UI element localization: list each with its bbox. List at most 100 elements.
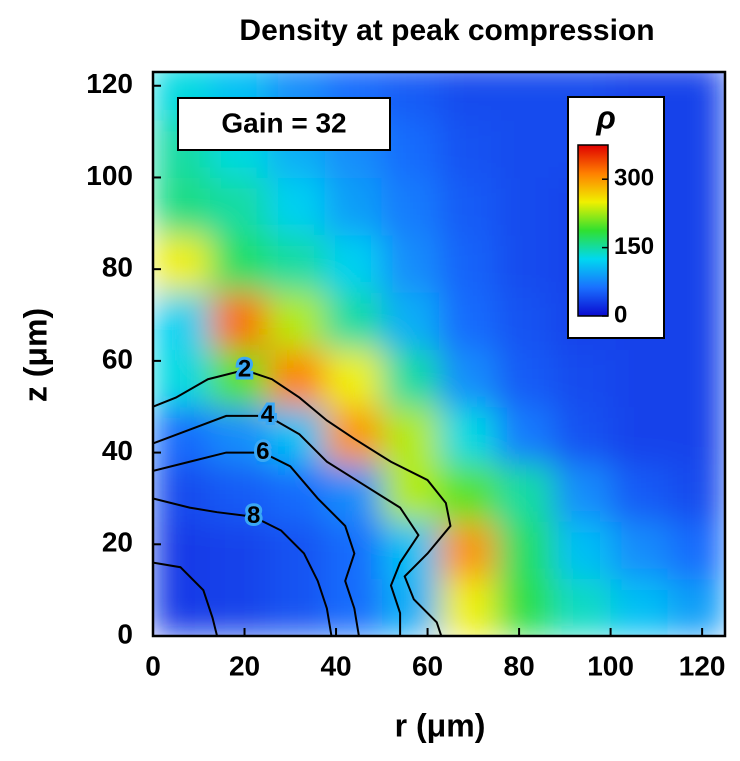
density-cell [439, 349, 497, 408]
density-cell [439, 72, 497, 121]
density-cell [267, 292, 326, 350]
density-cell [381, 349, 440, 408]
density-cell [667, 234, 725, 293]
y-tick-label: 60 [102, 343, 133, 374]
density-cell [667, 578, 725, 636]
density-cell [153, 578, 211, 636]
density-cell [324, 177, 383, 236]
x-tick-label: 20 [229, 650, 260, 681]
x-tick-label: 0 [145, 650, 161, 681]
contour-label: 2 [238, 355, 251, 382]
density-cell [439, 292, 497, 350]
density-cell [324, 349, 383, 408]
density-cell [324, 292, 383, 350]
y-tick-label: 80 [102, 252, 133, 283]
density-cell [439, 234, 497, 293]
y-tick-label: 20 [102, 527, 133, 558]
density-cell [381, 177, 440, 236]
colorbar [577, 144, 609, 317]
density-cell [381, 464, 440, 522]
density-cell [496, 177, 554, 236]
density-cell [381, 578, 440, 636]
density-cell [610, 521, 669, 580]
density-cell [553, 406, 612, 465]
density-cell [381, 120, 440, 178]
colorbar-tick-label: 300 [614, 165, 654, 192]
density-cell [381, 234, 440, 293]
y-axis-label: z (μm) [17, 308, 53, 402]
density-cell [610, 349, 669, 408]
density-cell [667, 464, 725, 522]
y-tick-label: 120 [86, 68, 133, 99]
x-tick-label: 80 [504, 650, 535, 681]
density-cell [153, 521, 211, 580]
density-cell [667, 72, 725, 121]
colorbar-tick-label: 150 [614, 233, 654, 260]
density-cell [267, 349, 326, 408]
density-cell [496, 464, 554, 522]
contour-line [153, 451, 360, 636]
contour-label: 4 [261, 401, 275, 428]
density-cell [496, 406, 554, 465]
density-cell [153, 234, 211, 293]
density-cell [267, 406, 326, 465]
density-cell [439, 406, 497, 465]
density-cell [210, 578, 268, 636]
density-cell [496, 521, 554, 580]
chart-title: Density at peak compression [239, 14, 654, 47]
density-cell [553, 578, 612, 636]
density-cell [610, 464, 669, 522]
density-cell [153, 464, 211, 522]
density-cell [381, 406, 440, 465]
x-tick-label: 120 [679, 650, 726, 681]
density-cell [324, 234, 383, 293]
density-cell [667, 292, 725, 350]
density-cell [210, 349, 268, 408]
annotation: Gain = 32 [221, 107, 346, 138]
x-axis-label: r (μm) [395, 707, 486, 743]
density-cell [439, 177, 497, 236]
density-cell [267, 578, 326, 636]
density-cell [153, 406, 211, 465]
density-cell [324, 464, 383, 522]
density-cell [267, 177, 326, 236]
colorbar-label: ρ [595, 99, 615, 135]
density-cell [324, 406, 383, 465]
density-cell [381, 72, 440, 121]
density-cell [553, 464, 612, 522]
density-cell [153, 349, 211, 408]
x-tick-label: 60 [412, 650, 443, 681]
y-tick-label: 100 [86, 160, 133, 191]
density-cell [267, 234, 326, 293]
density-cell [553, 521, 612, 580]
density-cell [496, 292, 554, 350]
density-cell [496, 349, 554, 408]
density-cell [210, 234, 268, 293]
annotation-box [177, 97, 391, 151]
density-cell [210, 177, 268, 236]
x-tick-label: 40 [320, 650, 351, 681]
density-cell [153, 177, 211, 236]
density-cell [153, 292, 211, 350]
density-cell [496, 234, 554, 293]
density-cell [667, 177, 725, 236]
density-cell [210, 292, 268, 350]
density-cell [667, 349, 725, 408]
contour-line [153, 369, 452, 636]
plot-frame [151, 70, 727, 638]
density-cell [210, 521, 268, 580]
density-cell [667, 521, 725, 580]
y-tick-label: 40 [102, 435, 133, 466]
density-cell [610, 406, 669, 465]
x-tick-label: 100 [587, 650, 634, 681]
density-cell [610, 578, 669, 636]
density-cell [667, 120, 725, 178]
density-cell [496, 72, 554, 121]
colorbar-tick-label: 0 [614, 301, 627, 328]
contour-line [153, 414, 420, 636]
density-cell [667, 406, 725, 465]
density-cell [439, 521, 497, 580]
density-cell [496, 578, 554, 636]
